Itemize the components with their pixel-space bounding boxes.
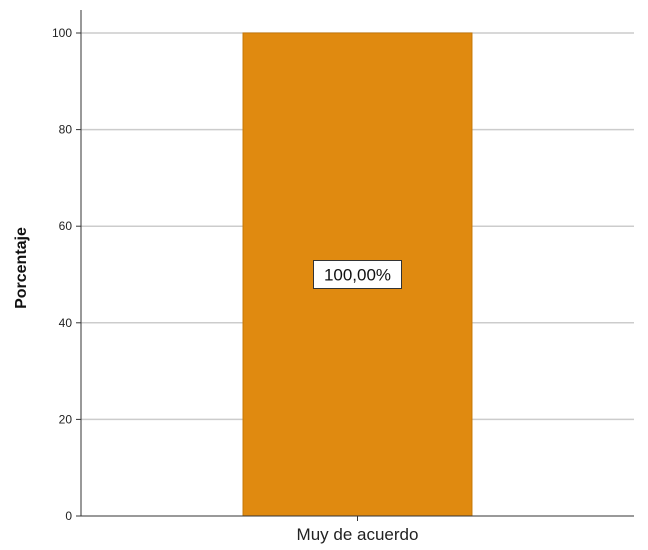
data-label: 100,00% xyxy=(324,266,391,285)
y-axis-title: Porcentaje xyxy=(13,227,30,309)
data-label-box xyxy=(313,260,402,289)
axis-layer xyxy=(76,10,634,521)
y-tick-label: 40 xyxy=(59,316,73,330)
y-tick-label: 0 xyxy=(65,509,72,523)
y-tick-label: 80 xyxy=(59,123,73,137)
y-tick-label: 60 xyxy=(59,219,73,233)
x-category-label: Muy de acuerdo xyxy=(297,525,419,544)
y-tick-label: 20 xyxy=(59,412,73,426)
y-tick-label: 100 xyxy=(52,26,72,40)
label-layer: 0 20 40 60 80 100 Muy de acuerdo 100,00% xyxy=(52,26,418,544)
